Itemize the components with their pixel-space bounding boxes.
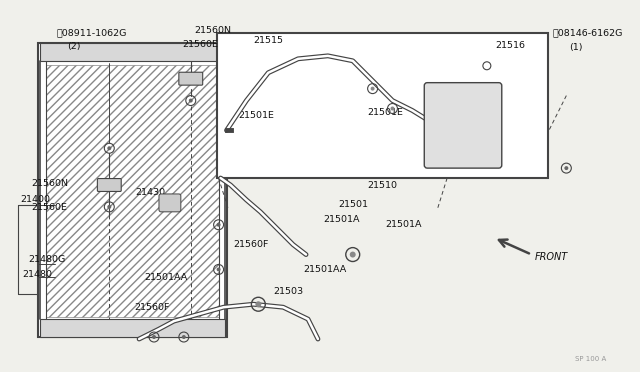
Text: 21480G: 21480G: [28, 255, 65, 264]
Text: 21510: 21510: [367, 182, 397, 190]
Text: (1): (1): [570, 44, 583, 52]
Circle shape: [182, 335, 186, 339]
Bar: [216, 33, 548, 178]
Text: 21560F: 21560F: [134, 303, 170, 312]
FancyBboxPatch shape: [424, 83, 502, 168]
Text: 21560N: 21560N: [195, 26, 232, 35]
Bar: [45, 65, 219, 317]
Text: 21560F: 21560F: [234, 240, 269, 249]
Text: 21560E: 21560E: [32, 203, 68, 212]
Text: 21560N: 21560N: [32, 179, 68, 187]
Text: 21501: 21501: [338, 201, 368, 209]
Circle shape: [255, 301, 261, 307]
Text: 21501E: 21501E: [239, 111, 275, 120]
Circle shape: [108, 146, 111, 150]
Text: 21501A: 21501A: [385, 220, 422, 229]
Text: (2): (2): [68, 42, 81, 51]
Circle shape: [189, 99, 193, 103]
Text: 21501AA: 21501AA: [303, 265, 346, 274]
Text: 21516: 21516: [495, 41, 525, 50]
Text: 21518: 21518: [445, 126, 475, 135]
Bar: [38, 43, 227, 337]
Text: 21501A: 21501A: [323, 215, 360, 224]
FancyBboxPatch shape: [97, 179, 121, 192]
Circle shape: [564, 166, 568, 170]
Text: 21430: 21430: [135, 189, 165, 198]
Bar: [40, 319, 225, 337]
Text: 21501E: 21501E: [367, 108, 403, 117]
Text: FRONT: FRONT: [534, 251, 568, 262]
Circle shape: [216, 267, 221, 272]
Text: 21515: 21515: [253, 36, 284, 45]
Circle shape: [216, 223, 221, 227]
Text: 21501AA: 21501AA: [144, 273, 188, 282]
Text: 21560E: 21560E: [182, 41, 218, 49]
FancyBboxPatch shape: [179, 72, 203, 85]
FancyBboxPatch shape: [159, 194, 181, 212]
Circle shape: [152, 335, 156, 339]
Text: Ⓝ08146-6162G: Ⓝ08146-6162G: [552, 29, 623, 38]
Text: 21503: 21503: [273, 287, 303, 296]
Circle shape: [108, 205, 111, 209]
Circle shape: [390, 106, 394, 110]
Circle shape: [371, 87, 374, 91]
Circle shape: [349, 251, 356, 257]
Bar: [40, 43, 225, 61]
Text: 21400: 21400: [20, 195, 50, 204]
Text: 21480: 21480: [22, 270, 52, 279]
Text: SP 100 A: SP 100 A: [575, 356, 606, 362]
Text: ⓝ08911-1062G: ⓝ08911-1062G: [56, 29, 127, 38]
